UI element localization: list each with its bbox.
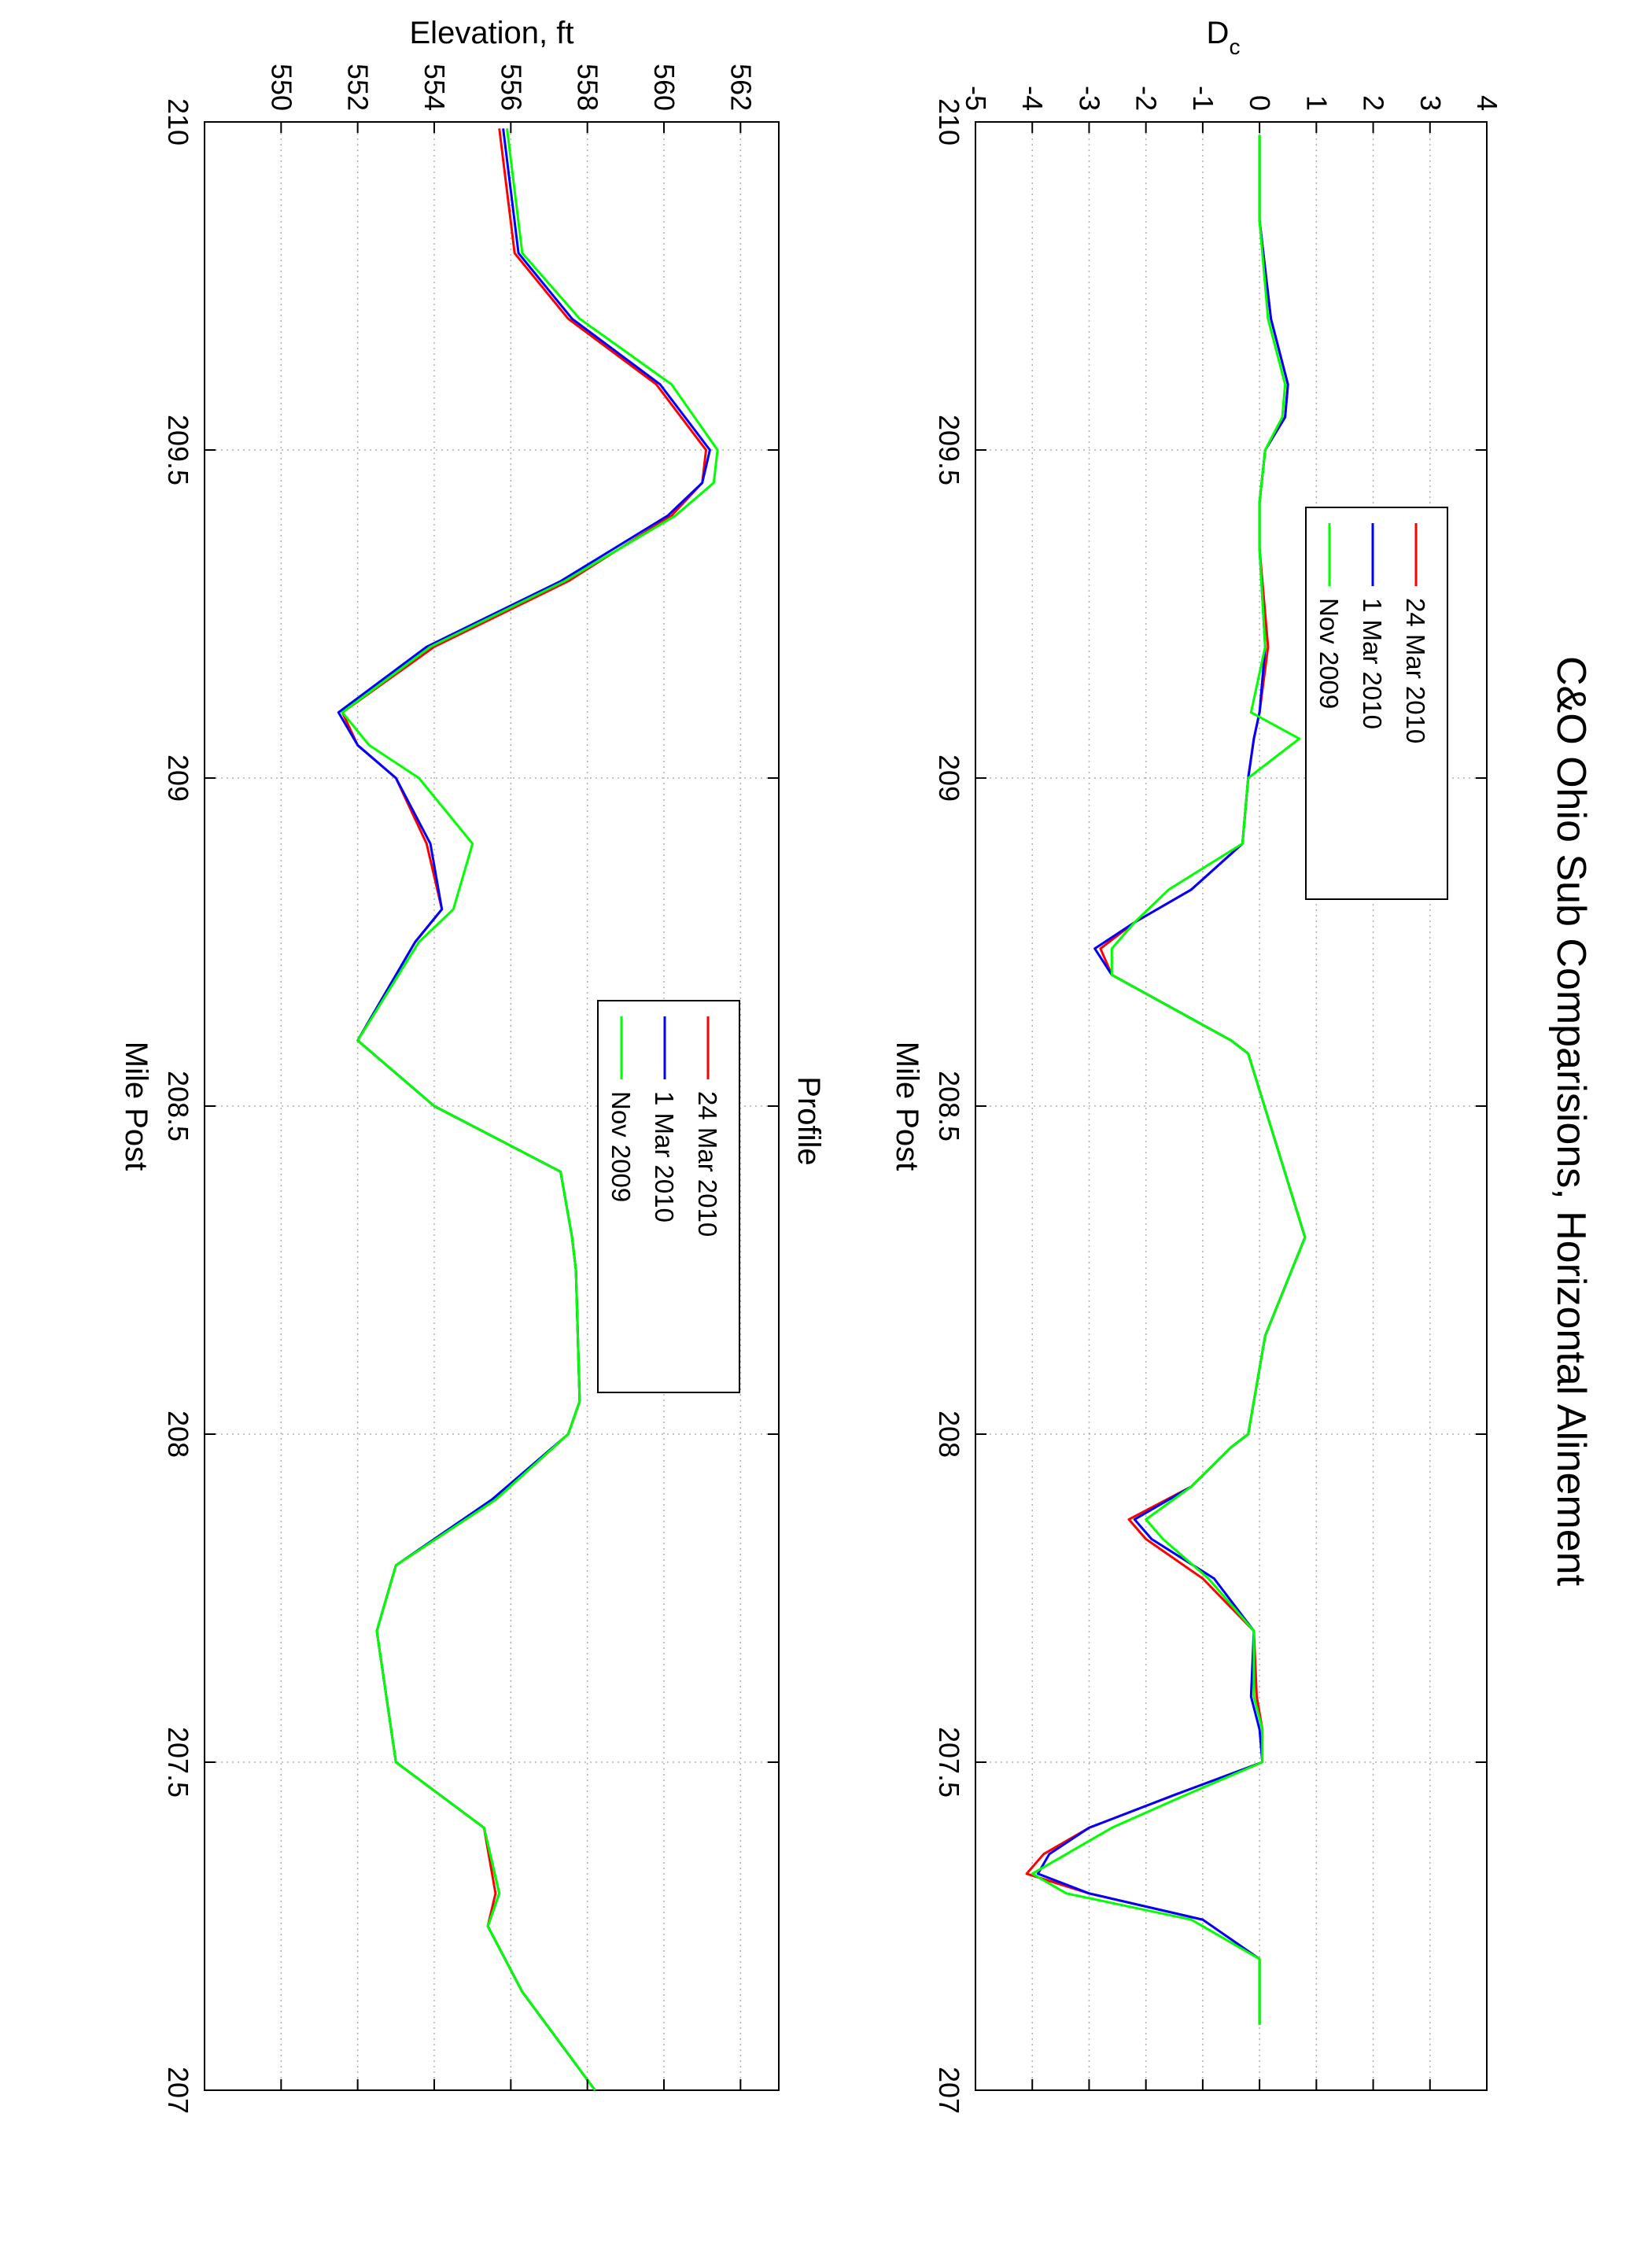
profile-x-tick-label: 210 xyxy=(162,98,194,146)
alinement-x-tick-label: 208.5 xyxy=(933,1071,965,1141)
alinement-grid xyxy=(975,121,1488,2091)
profile-title: Profile xyxy=(791,1076,826,1165)
alinement-series xyxy=(1025,135,1307,2025)
alinement-legend-label-0: 24 Mar 2010 xyxy=(1401,598,1430,743)
alinement-x-tick-label: 209 xyxy=(933,754,965,802)
alinement-legend-label-1: 1 Mar 2010 xyxy=(1358,598,1387,729)
profile-plot: 210 209.5 209 208.5 208 207.5 207 550 552 554 556… xyxy=(119,16,780,2114)
profile-y-tick-label: 558 xyxy=(572,64,604,111)
alinement-x-axis-label: Mile Post xyxy=(890,1042,924,1171)
profile-y-tick-label: 552 xyxy=(342,64,374,111)
alinement-x-tick-label: 208 xyxy=(933,1411,965,1458)
profile-x-tick-label: 207.5 xyxy=(162,1727,194,1798)
alinement-plot: 210 209.5 209 208.5 208 207.5 207 -5 -4 -3 -2 -1 0 1… xyxy=(890,16,1503,2114)
alinement-legend-label-2: Nov 2009 xyxy=(1315,598,1344,709)
rotated-page: C&O Ohio Sub Comparisions, Horizontal Al… xyxy=(119,16,1594,2114)
alinement-y-axis-label-sub: c xyxy=(1229,35,1240,59)
profile-legend: 24 Mar 2010 1 Mar 2010 Nov 2009 xyxy=(597,1000,740,1393)
profile-y-tick-label: 556 xyxy=(495,64,527,111)
profile-x-tick-label: 208 xyxy=(162,1411,194,1458)
alinement-y-axis-label: Dc xyxy=(1207,16,1241,59)
profile-y-tick-label: 562 xyxy=(725,64,757,111)
profile-x-tick-label: 209.5 xyxy=(162,415,194,485)
alinement-y-tick-label: 3 xyxy=(1414,95,1447,111)
alinement-y-tick-label: -2 xyxy=(1130,86,1163,111)
profile-y-tick-label: 560 xyxy=(648,64,680,111)
profile-y-ticks: 550 552 554 556 558 560 562 xyxy=(265,64,757,2090)
profile-x-axis-label: Mile Post xyxy=(119,1042,153,1171)
alinement-y-tick-label: 0 xyxy=(1244,95,1276,111)
profile-x-tick-label: 208.5 xyxy=(162,1071,194,1141)
alinement-x-tick-label: 209.5 xyxy=(933,415,965,485)
alinement-legend-box xyxy=(1305,507,1448,900)
alinement-y-tick-label: 2 xyxy=(1358,95,1390,111)
profile-legend-label-0: 24 Mar 2010 xyxy=(693,1091,722,1237)
alinement-x-tick-label: 210 xyxy=(933,98,965,146)
profile-legend-label-2: Nov 2009 xyxy=(607,1091,636,1202)
figure-title: C&O Ohio Sub Comparisions, Horizontal Al… xyxy=(1548,656,1594,1587)
alinement-legend: 24 Mar 2010 1 Mar 2010 Nov 2009 xyxy=(1305,507,1448,900)
profile-y-tick-label: 550 xyxy=(265,64,297,111)
alinement-x-tick-label: 207.5 xyxy=(933,1727,965,1798)
alinement-y-ticks: -5 -4 -3 -2 -1 0 1 2 3 4 xyxy=(960,86,1503,2090)
profile-legend-label-1: 1 Mar 2010 xyxy=(650,1091,679,1223)
alinement-y-axis-label-main: D xyxy=(1207,16,1230,50)
profile-series xyxy=(337,128,719,2091)
alinement-x-tick-label: 207 xyxy=(933,2067,965,2114)
alinement-y-tick-label: 1 xyxy=(1300,95,1333,111)
profile-x-tick-label: 207 xyxy=(162,2067,194,2114)
alinement-y-tick-label: -4 xyxy=(1016,86,1049,111)
alinement-y-tick-label: 4 xyxy=(1471,95,1503,111)
alinement-series-line-1 xyxy=(1036,135,1307,2025)
profile-legend-box xyxy=(597,1000,740,1393)
profile-x-ticks: 210 209.5 209 208.5 208 207.5 207 xyxy=(162,98,779,2114)
alinement-y-tick-label: -1 xyxy=(1187,86,1219,111)
alinement-axes-frame xyxy=(975,121,1488,2091)
alinement-y-tick-label: -5 xyxy=(960,86,992,111)
profile-x-tick-label: 209 xyxy=(162,754,194,802)
profile-y-axis-label: Elevation, ft xyxy=(409,16,573,50)
profile-y-tick-label: 554 xyxy=(419,64,451,111)
profile-series-line-2 xyxy=(341,128,719,2091)
alinement-series-line-2 xyxy=(1031,135,1307,2025)
alinement-y-tick-label: -3 xyxy=(1073,86,1105,111)
